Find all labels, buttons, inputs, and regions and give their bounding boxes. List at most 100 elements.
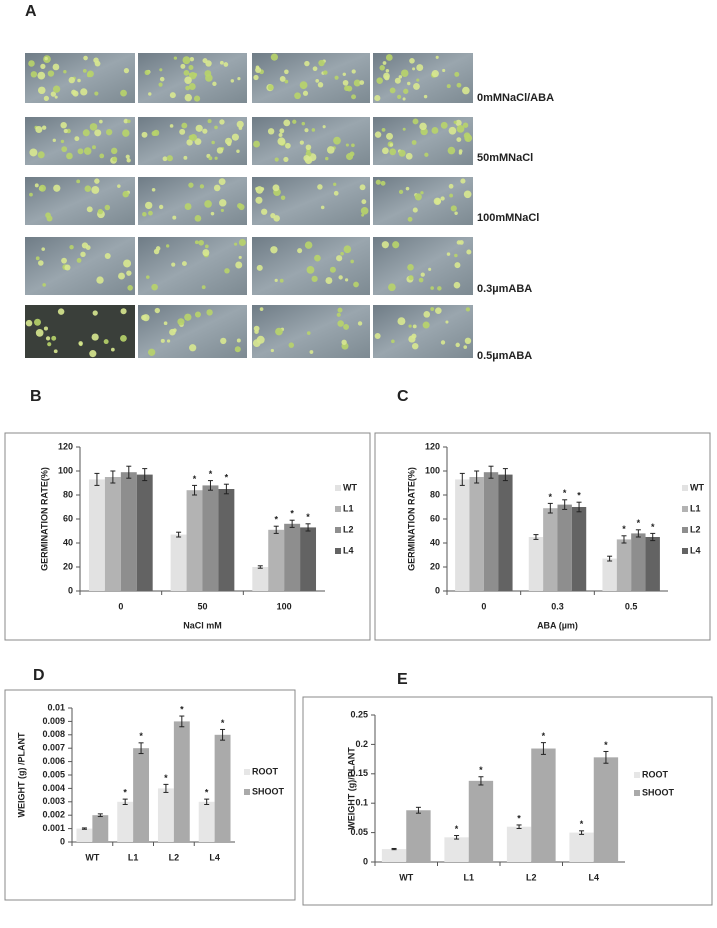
seedling <box>91 333 99 341</box>
seedling <box>463 190 472 199</box>
seedling <box>446 252 451 256</box>
legend-label: L4 <box>690 545 701 555</box>
error-bar <box>122 798 128 805</box>
seedling <box>389 148 397 156</box>
seedling <box>61 257 67 264</box>
seedling <box>284 69 289 75</box>
bar <box>268 529 285 591</box>
seedling <box>211 140 215 145</box>
seedling <box>453 120 457 124</box>
seedling <box>204 70 212 77</box>
error-bar <box>273 525 279 534</box>
seedling <box>81 242 89 249</box>
seedling <box>77 78 81 83</box>
seedling <box>374 131 382 138</box>
seedling <box>214 125 218 130</box>
error-bar <box>192 484 198 496</box>
seedling <box>380 180 386 186</box>
bar <box>483 472 499 591</box>
seedling <box>144 69 150 76</box>
seedling <box>199 184 205 189</box>
seedling <box>42 283 46 287</box>
bar <box>571 507 587 591</box>
error-bar <box>142 468 148 482</box>
seedling <box>179 128 186 135</box>
seedling <box>188 65 194 71</box>
bar <box>252 567 269 591</box>
legend-label: L2 <box>343 524 354 534</box>
bar <box>593 757 619 862</box>
seedling <box>428 267 432 271</box>
seedling <box>343 324 350 330</box>
y-tick-label: 40 <box>63 537 73 547</box>
seedling <box>141 131 148 138</box>
seedling <box>45 336 51 341</box>
seedling <box>120 308 127 315</box>
seedling <box>402 97 406 101</box>
seedling <box>153 129 160 136</box>
seedling <box>389 143 394 147</box>
seedling <box>314 254 321 262</box>
seedling <box>342 79 349 86</box>
seedling <box>184 313 192 321</box>
seedling <box>445 320 449 324</box>
seedling <box>122 190 129 198</box>
seedling <box>219 119 225 125</box>
seedling <box>169 92 176 99</box>
seedling <box>231 133 239 141</box>
seedling <box>346 153 354 161</box>
seedling <box>238 126 243 130</box>
bar <box>631 533 646 591</box>
photo <box>373 177 473 225</box>
error-bar <box>635 529 641 538</box>
seedling <box>400 69 409 77</box>
bar <box>455 479 470 591</box>
legend-label: WT <box>343 482 357 492</box>
seedling <box>34 183 39 188</box>
photo <box>25 237 135 295</box>
seedling <box>99 153 105 159</box>
y-tick-label: 0.002 <box>42 810 65 820</box>
seedling <box>466 249 472 255</box>
x-tick-label: 50 <box>197 601 207 611</box>
condition-label: 100mMNaCl <box>477 212 539 224</box>
seedling <box>261 208 268 215</box>
bar <box>602 558 617 591</box>
seedling <box>412 118 419 125</box>
seedling <box>419 122 427 131</box>
seedling <box>151 283 158 291</box>
legend-label: ROOT <box>252 766 279 776</box>
seedling <box>374 95 381 102</box>
legend-label: ROOT <box>642 769 669 779</box>
seedling <box>214 156 218 160</box>
seedling <box>351 69 356 74</box>
y-tick-label: 60 <box>430 513 440 523</box>
seedling <box>94 60 101 67</box>
chart-frame <box>374 432 711 641</box>
seedling <box>336 312 341 317</box>
seedling <box>25 319 33 327</box>
seedling <box>60 139 65 144</box>
y-tick-label: 60 <box>63 513 73 523</box>
seedling <box>334 75 339 80</box>
seedling <box>52 63 60 71</box>
error-bar <box>81 827 87 830</box>
seedling <box>359 80 365 85</box>
legend-label: L2 <box>690 524 701 534</box>
seedling <box>236 120 244 128</box>
seedling <box>412 207 418 213</box>
seedling <box>127 119 131 123</box>
significance-mark: * <box>193 474 197 484</box>
bar <box>173 721 190 842</box>
seedling <box>333 136 341 145</box>
x-tick-label: 0 <box>118 601 123 611</box>
seedling <box>112 156 118 162</box>
seedling <box>304 60 310 67</box>
seedling <box>188 134 195 141</box>
seedling <box>182 56 191 65</box>
seedling <box>416 78 420 82</box>
bar <box>444 837 469 862</box>
seedling <box>409 57 415 64</box>
y-tick-label: 0.15 <box>350 768 368 778</box>
seedling <box>189 71 197 80</box>
